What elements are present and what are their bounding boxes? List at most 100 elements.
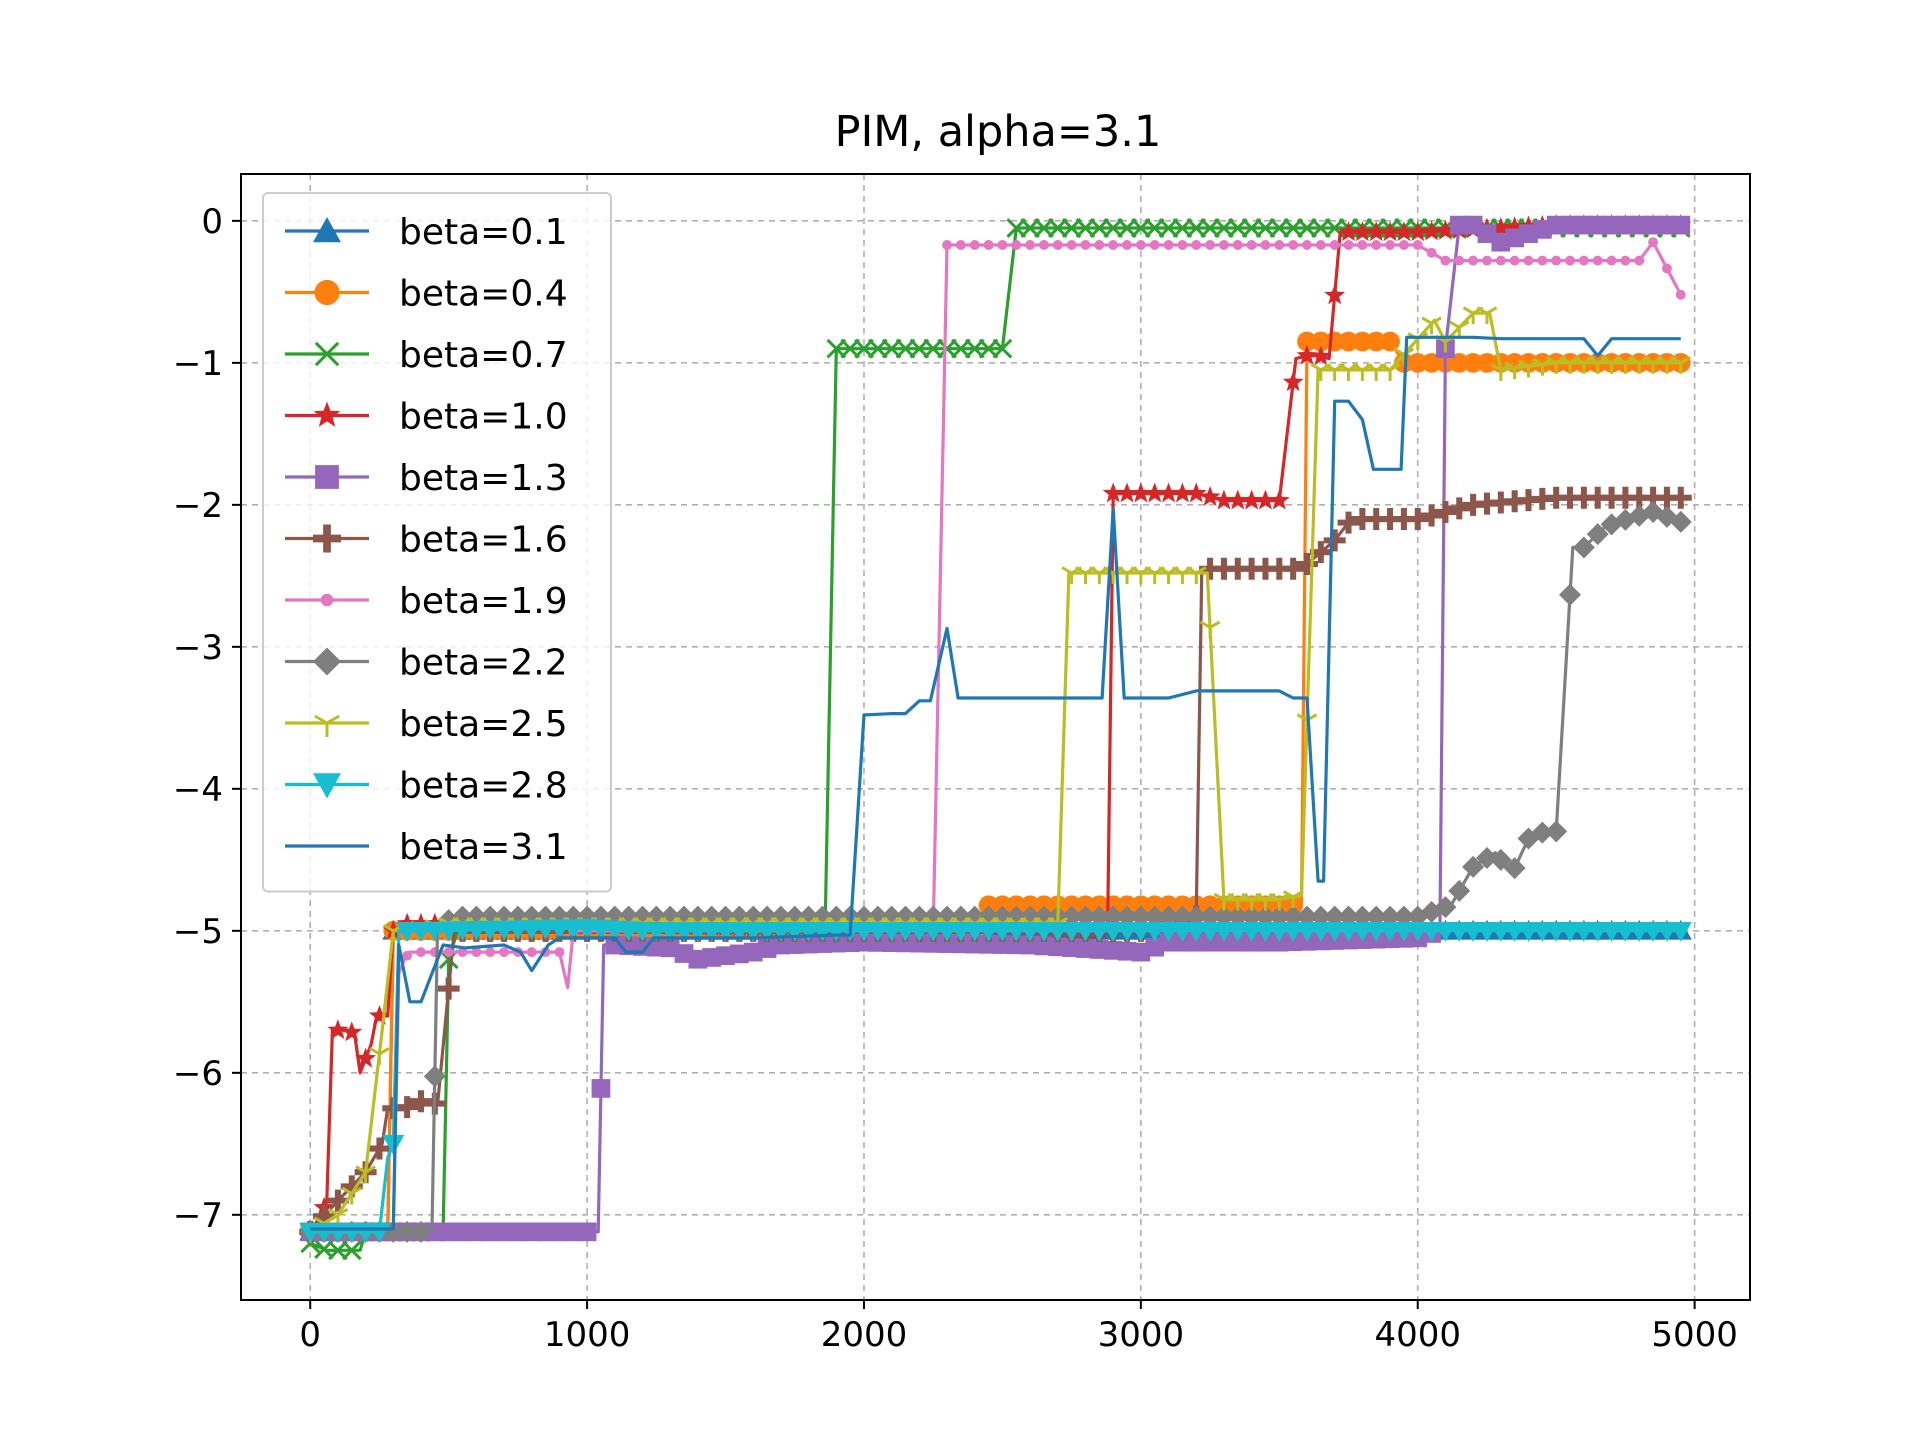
marker-dot [1066, 240, 1077, 250]
marker-plus [1642, 486, 1665, 509]
marker-x [992, 338, 1013, 359]
marker-tri-stroke [1282, 890, 1294, 899]
marker-dot [1011, 240, 1022, 250]
marker-tri-stroke [1324, 363, 1336, 372]
marker-dot [1191, 240, 1202, 250]
marker-plus [1531, 487, 1554, 510]
marker-star [1116, 482, 1138, 503]
marker-tri-stroke [1075, 566, 1087, 575]
marker-star [1282, 371, 1304, 392]
marker-tri-stroke [1292, 890, 1304, 899]
marker-triangle-down [1406, 922, 1429, 942]
marker-dot [1675, 289, 1686, 300]
marker-triangle-down [645, 922, 668, 942]
marker-triangle-down [1642, 922, 1665, 942]
marker-triangle-down [465, 921, 488, 941]
marker-star [1407, 221, 1429, 242]
legend-entry: beta=1.6 [285, 520, 568, 561]
marker-circle [1310, 331, 1331, 352]
marker-plus [1614, 486, 1637, 509]
marker-star [1379, 221, 1401, 242]
marker-tri-stroke [378, 1047, 390, 1056]
marker-plus [1282, 557, 1305, 580]
marker-triangle-down [1379, 922, 1402, 942]
marker-dot [1094, 240, 1105, 250]
marker-triangle-down [382, 1135, 405, 1155]
marker-triangle-down [963, 922, 986, 942]
marker-plus [1475, 492, 1498, 515]
marker-plus [1351, 508, 1374, 531]
legend-entry: beta=2.8 [285, 766, 568, 807]
marker-tri-stroke [1213, 892, 1225, 901]
marker-tri-stroke [1587, 356, 1599, 365]
marker-triangle-down [1392, 922, 1415, 942]
legend-label: beta=2.2 [399, 643, 568, 684]
marker-plus [437, 977, 460, 1000]
marker-triangle-down [991, 922, 1014, 942]
marker-triangle-down [797, 922, 820, 942]
legend-box [262, 192, 612, 893]
marker-plus [1199, 557, 1222, 580]
marker-star [1504, 216, 1526, 237]
marker-tri-down [369, 1047, 390, 1065]
marker-triangle-down [1060, 922, 1083, 942]
marker-triangle-down [1614, 922, 1637, 942]
marker-triangle-down [1226, 922, 1249, 942]
marker-dot [1163, 240, 1174, 250]
marker-diamond [1462, 855, 1485, 878]
marker-circle [1338, 331, 1359, 352]
marker-star [1213, 489, 1235, 510]
marker-tri-stroke [1518, 359, 1530, 368]
marker-triangle-down [1323, 922, 1346, 942]
marker-triangle-down [1032, 922, 1055, 942]
marker-circle [1463, 352, 1484, 373]
marker-dot [1565, 255, 1575, 266]
marker-triangle-down [396, 922, 419, 942]
marker-triangle-down [1005, 922, 1028, 942]
marker-dot [1329, 240, 1340, 250]
marker-tri-stroke [1628, 356, 1640, 365]
marker-triangle-down [728, 922, 751, 942]
marker-triangle-down [866, 922, 889, 942]
marker-triangle-down [1365, 922, 1388, 942]
marker-dot [1661, 263, 1672, 274]
marker-triangle-down [1116, 922, 1139, 942]
marker-plus [1628, 486, 1651, 509]
marker-dot [955, 240, 966, 250]
marker-tri-stroke [1448, 320, 1461, 329]
legend-label: beta=1.9 [399, 581, 568, 622]
plot-series [299, 214, 1692, 1261]
marker-dot [1482, 255, 1492, 266]
marker-diamond [1531, 821, 1554, 844]
marker-star [1102, 482, 1124, 503]
marker-tri-stroke [327, 1208, 339, 1217]
marker-diamond [1669, 510, 1692, 533]
marker-triangle-down [1295, 922, 1318, 942]
marker-triangle-down [520, 920, 543, 940]
legend-label: beta=0.7 [399, 335, 568, 376]
marker-dot [1302, 240, 1312, 250]
legend-label: beta=2.5 [399, 704, 568, 745]
marker-dot [1371, 240, 1382, 250]
marker-circle [1172, 895, 1193, 916]
marker-plus [1212, 557, 1235, 580]
legend-label: beta=1.6 [399, 520, 568, 561]
marker-x-stroke [341, 1240, 362, 1261]
marker-triangle-down [1489, 922, 1512, 942]
marker-plus [1379, 508, 1402, 531]
marker-tri-down [1670, 356, 1692, 374]
marker-dot [1634, 255, 1645, 266]
marker-dot [1039, 240, 1049, 250]
marker-dot [554, 947, 565, 958]
marker-star [1241, 489, 1263, 510]
marker-star [1144, 482, 1166, 503]
marker-triangle-down [1268, 922, 1291, 942]
marker-triangle-down [1337, 922, 1360, 942]
marker-tri-stroke [1089, 566, 1101, 575]
marker-tri-stroke [1379, 363, 1391, 372]
legend-label: beta=2.8 [399, 766, 568, 807]
marker-dot [1454, 255, 1465, 266]
legend-entry: beta=1.9 [285, 581, 568, 622]
marker-tri-stroke [1209, 620, 1221, 629]
axis-ticks: 0 1000 2000 3000 4000 5000 0 −1 −2 −3 −4 −5 −6 −7 [173, 202, 1738, 1355]
